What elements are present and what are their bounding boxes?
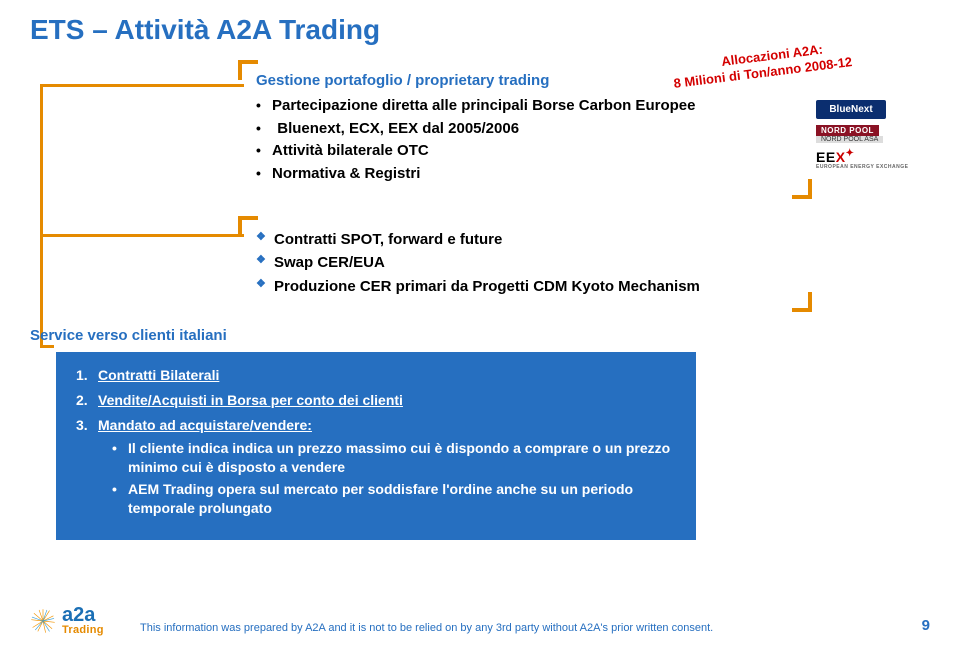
list-item: 3.Mandato ad acquistare/vendere: Il clie… xyxy=(76,416,678,518)
logo-bluenext: BlueNext xyxy=(816,100,936,119)
eex-spark-icon: ✦ xyxy=(846,148,855,159)
disclaimer: This information was prepared by A2A and… xyxy=(140,622,713,634)
brand-sub: Trading xyxy=(62,624,104,636)
list-item: •Bluenext, ECX, EEX dal 2005/2006 xyxy=(256,118,794,141)
nordpool-badge: NORD POOL xyxy=(816,125,879,136)
logo-nordpool: NORD POOL NORD POOL ASA xyxy=(816,125,936,143)
corner-tl-icon xyxy=(238,60,258,80)
service-sublist: Il cliente indica indica un prezzo massi… xyxy=(76,439,678,519)
list-item: Attività bilaterale OTC xyxy=(256,140,794,163)
item-number: 3. xyxy=(76,416,98,435)
list-item: Normativa & Registri xyxy=(256,163,794,186)
item-label: Vendite/Acquisti in Borsa per conto dei … xyxy=(98,392,403,408)
list-item: Swap CER/EUA xyxy=(256,251,794,274)
contracts-box: Contratti SPOT, forward e future Swap CE… xyxy=(240,218,810,310)
portfolio-list: Partecipazione diretta alle principali B… xyxy=(256,95,794,185)
eex-x: X xyxy=(836,149,846,165)
item-label: Mandato ad acquistare/vendere: xyxy=(98,417,312,433)
list-item-text: Bluenext, ECX, EEX dal 2005/2006 xyxy=(277,120,519,137)
brand-name: a2a xyxy=(62,606,104,624)
eex-sub: EUROPEAN ENERGY EXCHANGE xyxy=(816,165,908,170)
list-item: Contratti SPOT, forward e future xyxy=(256,228,794,251)
corner-tl-icon xyxy=(238,216,258,236)
service-heading: Service verso clienti italiani xyxy=(30,327,227,344)
nordpool-sub: NORD POOL ASA xyxy=(816,136,883,143)
exchange-logos: BlueNext NORD POOL NORD POOL ASA EEX✦ EU… xyxy=(816,100,936,171)
service-box: 1.Contratti Bilaterali 2.Vendite/Acquist… xyxy=(56,352,696,540)
list-item: Il cliente indica indica un prezzo massi… xyxy=(112,439,678,477)
brand-text-block: a2a Trading xyxy=(62,606,104,636)
item-number: 1. xyxy=(76,366,98,385)
list-item: 1.Contratti Bilaterali xyxy=(76,366,678,385)
service-list: 1.Contratti Bilaterali 2.Vendite/Acquist… xyxy=(76,366,678,518)
bluenext-badge: BlueNext xyxy=(816,100,886,119)
slide-page: ETS – Attività A2A Trading Allocazioni A… xyxy=(0,0,960,654)
list-item: Partecipazione diretta alle principali B… xyxy=(256,95,794,118)
eex-badge: EEX✦ EUROPEAN ENERGY EXCHANGE xyxy=(816,149,854,165)
connector-to-box1 xyxy=(40,84,244,87)
item-number: 2. xyxy=(76,391,98,410)
logo-eex: EEX✦ EUROPEAN ENERGY EXCHANGE xyxy=(816,149,936,165)
eex-letters: EE xyxy=(816,149,836,165)
item-label: Contratti Bilaterali xyxy=(98,367,219,383)
brand-logo: a2a Trading xyxy=(30,606,104,636)
portfolio-box: Gestione portafoglio / proprietary tradi… xyxy=(240,62,810,197)
portfolio-heading: Gestione portafoglio / proprietary tradi… xyxy=(256,72,794,89)
list-item: AEM Trading opera sul mercato per soddis… xyxy=(112,480,678,518)
sunburst-icon xyxy=(30,608,56,634)
connector-to-service xyxy=(40,345,54,348)
corner-br-icon xyxy=(792,292,812,312)
list-item: 2.Vendite/Acquisti in Borsa per conto de… xyxy=(76,391,678,410)
footer: a2a Trading This information was prepare… xyxy=(0,598,960,638)
list-item: Produzione CER primari da Progetti CDM K… xyxy=(256,275,794,298)
contracts-list: Contratti SPOT, forward e future Swap CE… xyxy=(256,228,794,298)
corner-br-icon xyxy=(792,179,812,199)
connector-to-box2 xyxy=(40,234,244,237)
list-item-text: AEM Trading opera sul mercato per soddis… xyxy=(128,481,633,516)
connector-vertical xyxy=(40,84,43,348)
page-title: ETS – Attività A2A Trading xyxy=(30,14,380,46)
page-number: 9 xyxy=(922,617,930,634)
